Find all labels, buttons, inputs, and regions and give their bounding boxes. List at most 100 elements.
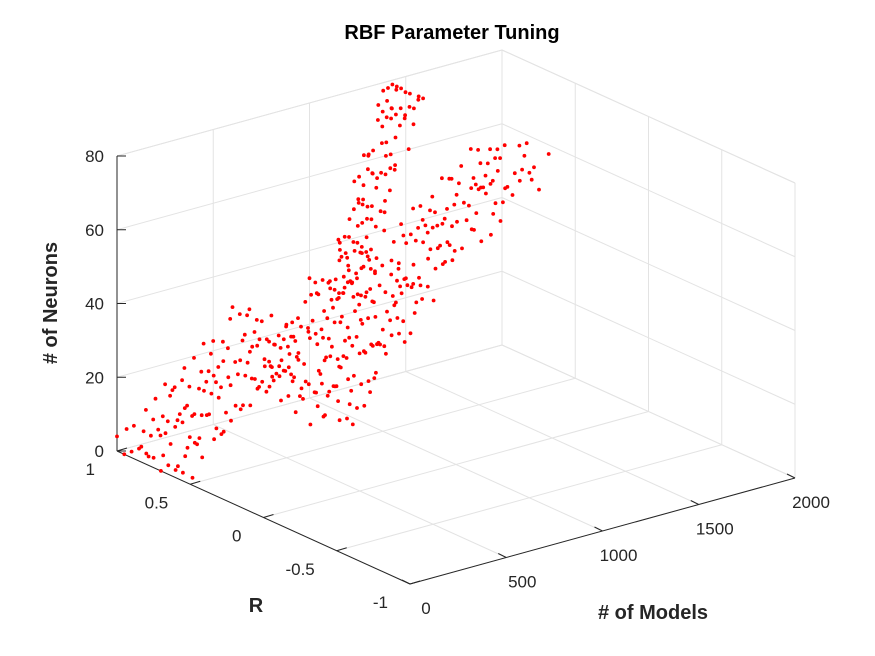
data-point: [340, 314, 344, 319]
z-tick-label: 40: [85, 295, 104, 314]
data-point: [397, 331, 401, 336]
data-point: [438, 243, 442, 248]
data-point: [144, 451, 149, 456]
data-point: [156, 427, 161, 432]
data-point: [428, 247, 433, 252]
data-point: [517, 143, 522, 148]
data-point: [293, 410, 298, 415]
data-point: [457, 181, 461, 186]
data-point: [331, 305, 335, 310]
data-point: [374, 185, 379, 190]
x-tick-mark: [690, 500, 699, 505]
data-point: [268, 364, 273, 368]
data-point: [388, 188, 392, 193]
data-point: [262, 364, 267, 369]
data-point: [315, 342, 320, 347]
data-point: [394, 84, 399, 89]
data-point: [368, 267, 373, 271]
data-point: [199, 369, 204, 374]
data-point: [403, 113, 407, 118]
data-point: [264, 389, 269, 394]
data-point: [124, 427, 129, 431]
data-point: [292, 375, 296, 380]
data-point: [390, 82, 395, 87]
data-point: [228, 383, 233, 388]
data-point: [389, 258, 394, 263]
data-point: [406, 147, 411, 152]
data-point: [335, 297, 340, 301]
data-point: [338, 320, 343, 325]
data-point: [384, 154, 388, 158]
data-point: [412, 311, 417, 315]
data-point: [468, 147, 473, 151]
data-point: [384, 115, 389, 120]
data-point: [161, 453, 166, 458]
data-point: [389, 272, 394, 277]
data-point: [337, 240, 342, 245]
data-point: [450, 224, 454, 229]
data-point: [197, 386, 201, 391]
data-point: [402, 340, 407, 344]
data-point: [238, 358, 243, 363]
data-point: [337, 364, 342, 369]
data-point: [209, 351, 213, 356]
data-point: [449, 176, 454, 181]
data-point: [306, 326, 310, 330]
data-point: [343, 251, 348, 256]
data-point: [211, 339, 216, 343]
data-point: [368, 287, 373, 291]
data-point: [454, 192, 459, 197]
y-tick-label: 0: [232, 527, 241, 546]
data-point: [293, 339, 298, 343]
data-point: [402, 277, 407, 281]
y-tick-mark: [336, 547, 347, 552]
data-point: [192, 412, 197, 416]
x-axis-label: # of Models: [598, 602, 708, 624]
data-point: [356, 201, 361, 205]
data-point: [425, 284, 430, 289]
data-point: [462, 200, 466, 205]
data-point: [253, 377, 257, 381]
data-point: [455, 219, 459, 224]
data-point: [378, 209, 383, 214]
data-point: [187, 435, 192, 439]
data-point: [278, 346, 283, 350]
data-point: [420, 297, 424, 301]
data-point: [498, 156, 502, 161]
data-point: [221, 339, 225, 344]
data-point: [337, 418, 342, 423]
data-point: [187, 384, 192, 389]
grid-line: [116, 49, 503, 157]
y-tick-mark: [190, 480, 201, 485]
data-point: [338, 248, 342, 252]
data-point: [345, 255, 350, 260]
y-axis-label: R: [249, 595, 264, 617]
data-point: [206, 369, 211, 374]
data-point: [417, 275, 421, 280]
data-point: [364, 235, 369, 240]
grid-line: [190, 377, 576, 485]
data-point: [351, 295, 356, 299]
data-point: [411, 206, 415, 211]
data-point: [214, 426, 219, 431]
data-point: [352, 373, 356, 378]
data-point: [255, 343, 260, 348]
data-point: [493, 201, 498, 206]
data-point: [308, 422, 313, 427]
data-point: [416, 94, 421, 99]
data-point: [290, 379, 295, 384]
data-point: [267, 339, 271, 344]
z-tick-label: 0: [95, 442, 104, 461]
data-point: [364, 250, 369, 254]
data-point: [356, 197, 361, 202]
data-point: [271, 378, 276, 383]
data-point: [346, 377, 350, 382]
data-point: [352, 179, 357, 184]
data-point: [413, 238, 418, 243]
data-point: [324, 355, 328, 360]
data-point: [151, 417, 156, 422]
data-point: [355, 240, 360, 245]
data-point: [185, 445, 190, 450]
data-point: [129, 449, 134, 454]
data-point: [281, 337, 286, 342]
